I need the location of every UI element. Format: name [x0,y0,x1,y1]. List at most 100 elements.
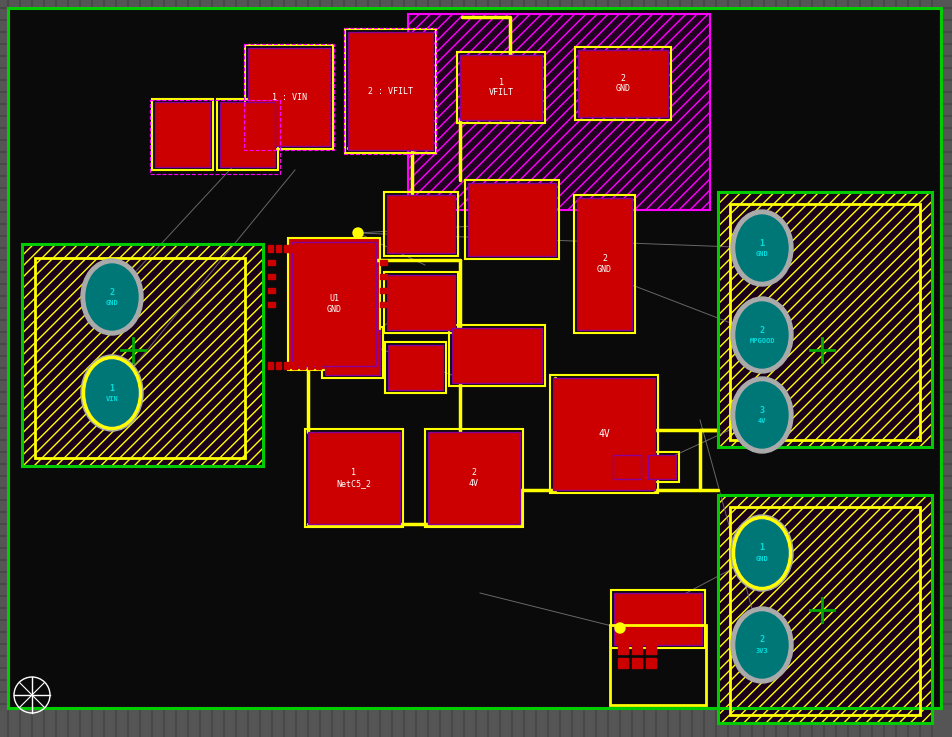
Bar [22,244,263,466]
Bar [577,198,632,330]
Text: 2: 2 [760,635,764,644]
Bar [308,245,313,252]
Bar [718,192,932,447]
Text: GND: GND [756,556,768,562]
Text: 4V: 4V [598,429,610,439]
Text: 4V: 4V [758,418,766,424]
Bar [425,429,523,527]
Bar [288,238,380,370]
Ellipse shape [81,355,143,431]
Bar [380,274,387,279]
Bar [610,452,644,482]
Bar [268,260,275,265]
Ellipse shape [86,360,138,426]
Bar [248,48,330,146]
Bar [387,275,455,330]
Bar [380,302,387,307]
Bar [408,14,710,210]
Ellipse shape [731,607,793,683]
Bar [646,644,656,654]
Bar [292,245,297,252]
Bar [618,630,628,640]
Text: 1: 1 [760,239,764,248]
Bar [730,204,920,440]
Bar [325,330,380,375]
Bar [718,495,932,723]
Bar [611,590,705,648]
Ellipse shape [736,215,788,281]
Bar [646,630,656,640]
Bar [388,345,443,390]
Bar [284,362,289,369]
Bar [632,658,642,668]
Text: GND: GND [756,251,768,257]
Bar [718,192,932,447]
Text: U1
GND: U1 GND [327,294,342,314]
Ellipse shape [731,377,793,453]
Bar [387,195,455,253]
Ellipse shape [736,520,788,586]
Bar [155,102,210,167]
Bar [618,658,628,668]
Bar [614,593,702,645]
Bar [268,245,273,252]
Text: 2
GND: 2 GND [597,254,612,273]
Bar [268,288,275,293]
Bar [460,55,542,120]
Text: 2: 2 [109,287,114,296]
Bar [550,375,658,493]
Bar [268,302,275,307]
Bar [300,245,305,252]
Bar [428,432,520,524]
Bar [322,327,383,378]
Bar [268,274,275,279]
Bar [217,99,278,170]
Bar [244,44,334,150]
Bar [150,100,280,174]
Bar [553,378,655,490]
Ellipse shape [736,382,788,448]
Bar [292,242,376,366]
Bar [316,245,321,252]
Bar [718,495,932,723]
Bar [449,325,545,386]
Ellipse shape [86,264,138,330]
Ellipse shape [736,302,788,368]
Bar [646,658,656,668]
Text: VIN: VIN [106,396,118,402]
Bar [385,342,446,393]
Text: 2: 2 [760,326,764,335]
Text: 3: 3 [760,405,764,414]
Bar [468,183,556,256]
Bar [292,362,297,369]
Bar [308,432,400,524]
Bar [308,362,313,369]
Bar [305,429,403,527]
Bar [152,99,213,170]
Bar [380,260,387,265]
Bar [578,50,668,117]
Bar [574,195,635,333]
Bar [632,630,642,640]
Bar [645,452,679,482]
Ellipse shape [731,210,793,286]
Bar [618,644,628,654]
Bar [384,272,458,333]
Text: 1: 1 [109,383,114,393]
Bar [268,362,273,369]
Bar [276,362,281,369]
Circle shape [353,228,363,238]
Bar [465,180,559,259]
Bar [613,455,641,479]
Text: 2
4V: 2 4V [469,468,479,488]
Bar [22,244,263,466]
Bar [457,52,545,123]
Text: 1: 1 [760,543,764,553]
Text: 2 : VFILT: 2 : VFILT [368,86,413,96]
Bar [316,362,321,369]
Text: 3V3: 3V3 [756,648,768,654]
Bar [300,362,305,369]
Bar [220,102,275,167]
Bar [348,32,433,150]
Ellipse shape [731,515,793,591]
